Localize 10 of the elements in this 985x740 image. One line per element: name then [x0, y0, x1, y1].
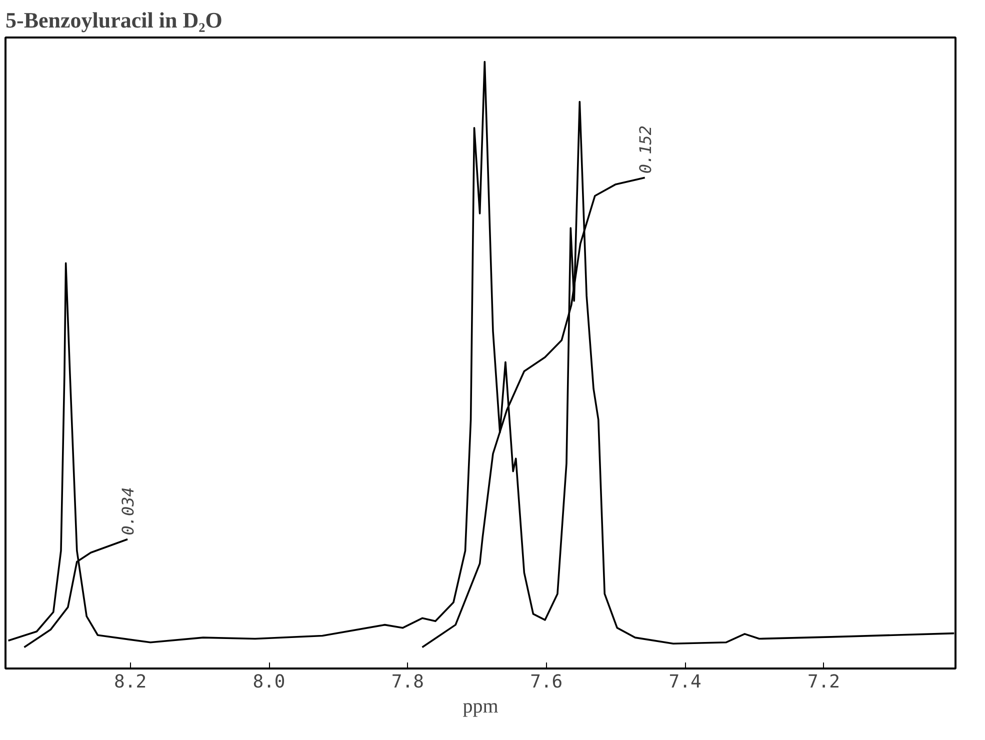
- x-tick-label: 7.8: [391, 672, 424, 692]
- x-tick-label: 7.6: [530, 672, 563, 692]
- annotation: 0.152: [636, 125, 655, 174]
- x-tick-label: 8.0: [252, 672, 286, 692]
- x-tick-label: 8.2: [114, 672, 147, 692]
- x-tick-label: 7.2: [807, 672, 840, 692]
- x-tick-label: 7.4: [668, 672, 702, 692]
- annotation: 0.034: [118, 487, 138, 536]
- chart-title: 5-Benzoyluracil in D₂O: [6, 8, 222, 32]
- x-axis-title: ppm: [462, 696, 499, 718]
